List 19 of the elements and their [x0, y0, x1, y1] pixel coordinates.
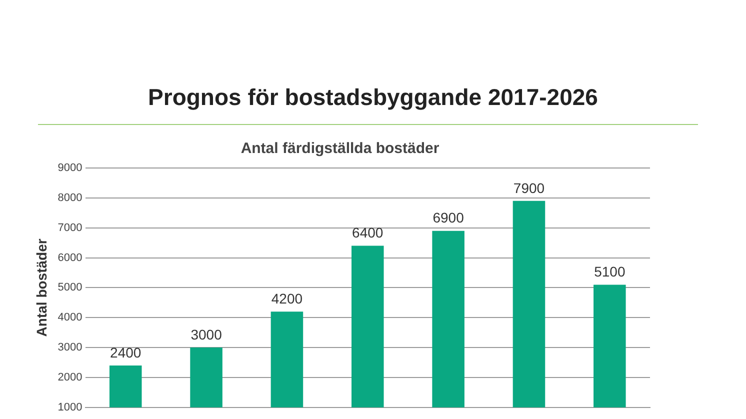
data-label: 5100	[594, 264, 626, 280]
y-tick-label: 5000	[58, 282, 82, 294]
y-tick-label: 7000	[58, 222, 82, 234]
y-tick-label: 2000	[58, 372, 82, 384]
y-tick-label: 1000	[58, 401, 82, 414]
data-label: 3000	[190, 326, 222, 342]
y-tick-label: 6000	[58, 252, 82, 264]
y-axis-title: Antal bostäder	[33, 238, 50, 337]
y-tick-label: 9000	[58, 162, 82, 174]
y-tick-label: 4000	[58, 312, 82, 324]
data-label: 4200	[271, 290, 303, 306]
y-tick-label: 3000	[58, 342, 82, 354]
data-label: 6400	[352, 224, 384, 241]
data-label: 6900	[432, 210, 464, 226]
chart-subtitle: Antal färdigställda bostäder	[240, 140, 440, 158]
data-label: 7900	[513, 180, 545, 196]
data-label: 2400	[110, 344, 142, 360]
y-tick-label: 8000	[58, 192, 82, 204]
chart-title: Prognos för bostadsbyggande 2017-2026	[147, 84, 599, 111]
